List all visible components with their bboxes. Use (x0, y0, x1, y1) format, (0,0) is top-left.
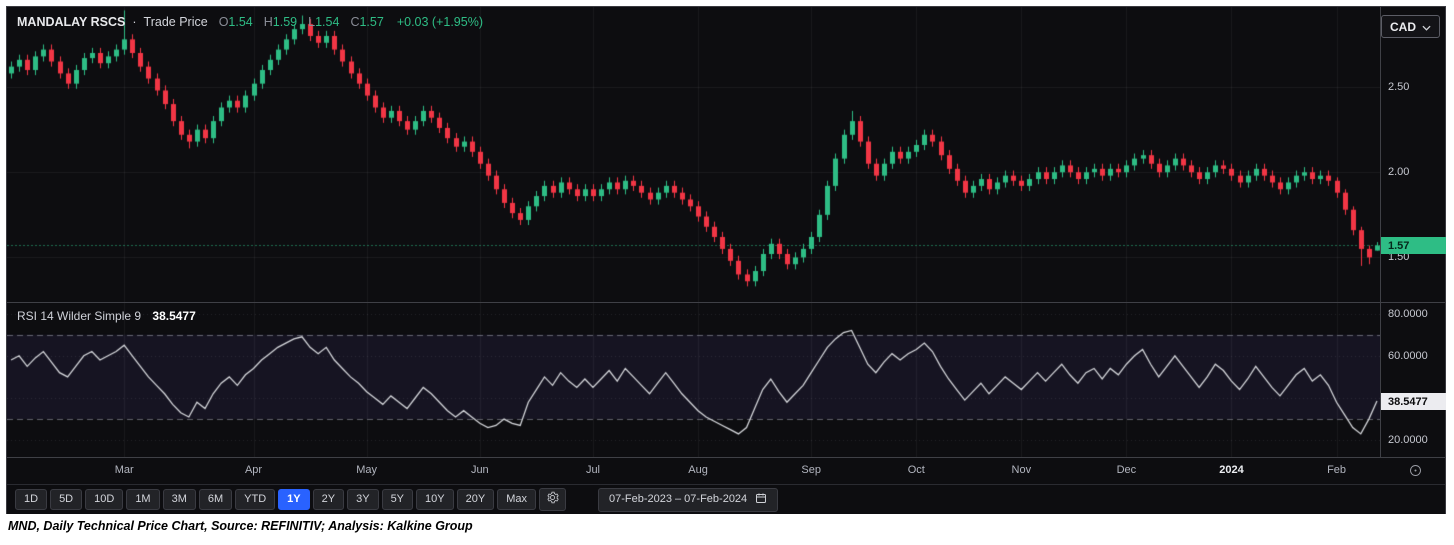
currency-label: CAD (1390, 19, 1416, 34)
ohlc-close: C1.57 (350, 15, 384, 29)
symbol-label: MANDALAY RSCS (17, 15, 126, 29)
chart-caption: MND, Daily Technical Price Chart, Source… (8, 519, 473, 533)
rsi-value-label: 38.5477 (152, 309, 196, 323)
calendar-icon (755, 492, 767, 508)
date-range-picker[interactable]: 07-Feb-2023 – 07-Feb-2024 (597, 487, 779, 512)
last-price-badge: 1.57 (1381, 237, 1446, 255)
rsi-tick-label: 60.0000 (1388, 349, 1428, 362)
timeframe-button-max[interactable]: Max (497, 489, 536, 510)
time-tick-aug: Aug (688, 464, 708, 476)
chart-panel: MANDALAY RSCS · Trade Price O1.54 H1.59 … (6, 6, 1446, 514)
timeframe-button-10y[interactable]: 10Y (416, 489, 454, 510)
price-legend: MANDALAY RSCS · Trade Price O1.54 H1.59 … (17, 15, 483, 29)
change-label: +0.03 (+1.95%) (396, 15, 483, 29)
timeframe-button-5y[interactable]: 5Y (381, 489, 414, 510)
price-tick-label: 2.00 (1388, 166, 1410, 179)
rsi-value-badge: 38.5477 (1381, 393, 1446, 411)
time-tick-nov: Nov (1011, 464, 1032, 476)
timeframe-button-1y[interactable]: 1Y (278, 489, 310, 510)
time-tick-oct: Oct (907, 464, 925, 476)
time-tick-sep: Sep (801, 464, 821, 476)
timeframe-button-2y[interactable]: 2Y (312, 489, 345, 510)
time-tick-apr: Apr (244, 464, 263, 476)
series-label: Trade Price (143, 15, 208, 29)
timeframe-button-1m[interactable]: 1M (126, 489, 160, 510)
crosshair-target-icon[interactable] (1408, 463, 1423, 483)
timeframe-button-3m[interactable]: 3M (162, 489, 196, 510)
rsi-legend: RSI 14 Wilder Simple 9 38.5477 (17, 309, 196, 323)
panel-divider[interactable] (7, 302, 1445, 303)
timeframe-buttons: 1D 5D 10D 1M 3M 6M YTD 1Y 2Y 3Y 5Y 10Y 20Y Max (15, 489, 536, 510)
price-axis-separator (1380, 7, 1381, 457)
time-tick-jul: Jul (585, 464, 600, 476)
date-range-label: 07-Feb-2023 – 07-Feb-2024 (608, 493, 748, 505)
price-axis[interactable]: 1.57 38.5477 2.502.001.5080.000060.00004… (1381, 7, 1446, 457)
rsi-tick-label: 80.0000 (1388, 307, 1428, 320)
time-axis[interactable]: Mar Apr May Jun Jul Aug Sep Oct Nov Dec 2024 Feb (7, 458, 1445, 484)
timeframe-button-3y[interactable]: 3Y (347, 489, 379, 510)
ohlc-low: L1.54 (308, 15, 340, 29)
time-tick-feb: Feb (1327, 464, 1347, 476)
timeframe-button-5d[interactable]: 5D (50, 489, 83, 510)
range-toolbar: 1D 5D 10D 1M 3M 6M YTD 1Y 2Y 3Y 5Y 10Y 20Y Max 07-Feb… (7, 484, 1445, 514)
time-tick-2024: 2024 (1219, 464, 1244, 476)
time-tick-mar: Mar (114, 464, 134, 476)
chart-settings-button[interactable] (538, 488, 566, 511)
timeframe-button-ytd[interactable]: YTD (235, 489, 276, 510)
gear-icon (546, 491, 559, 508)
legend-separator: · (132, 15, 137, 29)
timeframe-button-1d[interactable]: 1D (15, 489, 48, 510)
ohlc-open: O1.54 (218, 15, 253, 29)
timeframe-button-6m[interactable]: 6M (198, 489, 233, 510)
ohlc-high: H1.59 (263, 15, 298, 29)
currency-dropdown[interactable]: CAD (1381, 15, 1440, 38)
time-tick-may: May (356, 464, 378, 476)
timeframe-button-10d[interactable]: 10D (85, 489, 124, 510)
chart-canvas[interactable] (7, 7, 1381, 457)
time-tick-jun: Jun (470, 464, 489, 476)
timeframe-button-20y[interactable]: 20Y (456, 489, 495, 510)
chevron-down-icon (1422, 20, 1431, 34)
time-tick-dec: Dec (1116, 464, 1137, 476)
rsi-tick-label: 20.0000 (1388, 434, 1428, 447)
rsi-label: RSI 14 Wilder Simple 9 (17, 309, 142, 323)
time-axis-divider (7, 457, 1445, 458)
price-tick-label: 2.50 (1388, 81, 1410, 94)
